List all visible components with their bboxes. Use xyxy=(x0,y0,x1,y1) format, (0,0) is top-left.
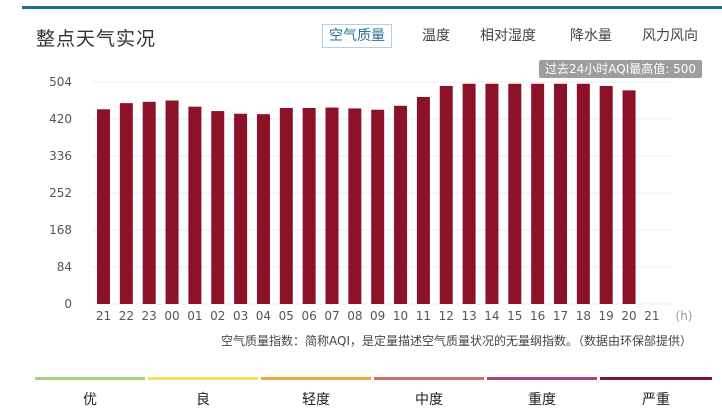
x-tick-label: 23 xyxy=(142,309,157,323)
x-tick-label: 17 xyxy=(553,309,568,323)
legend-label: 良 xyxy=(196,392,210,408)
aqi-bar[interactable] xyxy=(302,107,316,304)
tab-temperature[interactable]: 温度 xyxy=(422,28,450,44)
aqi-bar[interactable] xyxy=(325,107,339,304)
aqi-bar[interactable] xyxy=(142,101,156,304)
x-tick-label: 01 xyxy=(187,309,202,323)
x-tick-label: 08 xyxy=(347,309,362,323)
legend-label: 中度 xyxy=(415,392,443,408)
max-aqi-badge: 过去24小时AQI最高值: 500 xyxy=(538,60,702,78)
x-tick-label: 04 xyxy=(256,309,271,323)
aqi-legend: 优 良 轻度 中度 重度 严重 xyxy=(35,377,712,408)
x-tick-label: 11 xyxy=(416,309,431,323)
legend-item-heavy: 重度 xyxy=(487,377,597,408)
x-tick-label: 05 xyxy=(279,309,294,323)
x-tick-label: 00 xyxy=(164,309,179,323)
page-title: 整点天气实况 xyxy=(36,28,157,50)
y-tick-label: 0 xyxy=(64,297,72,311)
aqi-bar[interactable] xyxy=(416,96,430,304)
legend-item-good: 良 xyxy=(148,377,258,408)
x-tick-label: 14 xyxy=(484,309,499,323)
x-tick-label: 20 xyxy=(621,309,636,323)
legend-swatch xyxy=(35,377,145,380)
aqi-bar[interactable] xyxy=(211,111,225,304)
y-tick-label: 84 xyxy=(57,260,72,274)
aqi-bar[interactable] xyxy=(622,90,636,304)
tab-precipitation[interactable]: 降水量 xyxy=(570,28,612,44)
aqi-bar[interactable] xyxy=(119,103,133,304)
legend-item-severe: 严重 xyxy=(600,377,712,408)
x-tick-label: 12 xyxy=(439,309,454,323)
x-tick-label: 15 xyxy=(507,309,522,323)
x-unit-label: (h) xyxy=(676,309,693,323)
x-tick-label: 09 xyxy=(370,309,385,323)
aqi-bar[interactable] xyxy=(485,83,499,304)
x-tick-label: 16 xyxy=(530,309,545,323)
tab-air-quality[interactable]: 空气质量 xyxy=(322,24,392,48)
tab-relative-humidity[interactable]: 相对湿度 xyxy=(480,28,536,44)
y-tick-label: 336 xyxy=(49,149,72,163)
chart-tabs: 空气质量 温度 相对湿度 降水量 风力风向 xyxy=(322,24,714,48)
x-tick-label: 06 xyxy=(302,309,317,323)
aqi-bar-chart: 0 84 168 252 336 420 504 21 22 23 00 01 02 03 04 05 06 07… xyxy=(49,75,693,323)
legend-item-light: 轻度 xyxy=(261,377,371,408)
legend-swatch xyxy=(600,377,712,380)
legend-label: 严重 xyxy=(642,392,670,408)
legend-label: 优 xyxy=(83,392,97,408)
legend-swatch xyxy=(374,377,484,380)
x-tick-label: 21 xyxy=(96,309,111,323)
x-tick-label: 02 xyxy=(210,309,225,323)
aqi-bar[interactable] xyxy=(279,107,293,304)
legend-swatch xyxy=(487,377,597,380)
aqi-bar[interactable] xyxy=(462,83,476,304)
aqi-bar[interactable] xyxy=(554,83,567,304)
y-tick-label: 504 xyxy=(49,75,72,89)
x-tick-label: 18 xyxy=(576,309,591,323)
aqi-bar[interactable] xyxy=(508,83,522,304)
aqi-bar[interactable] xyxy=(348,108,362,304)
aqi-bar[interactable] xyxy=(439,85,453,304)
x-tick-label: 13 xyxy=(461,309,476,323)
legend-label: 重度 xyxy=(528,392,556,408)
aqi-bar[interactable] xyxy=(256,114,270,305)
aqi-bar[interactable] xyxy=(576,83,590,304)
y-tick-label: 252 xyxy=(49,186,72,200)
legend-item-excellent: 优 xyxy=(35,377,145,408)
x-tick-label: 22 xyxy=(119,309,134,323)
aqi-bar[interactable] xyxy=(234,113,248,304)
y-tick-label: 420 xyxy=(49,112,72,126)
aqi-bar[interactable] xyxy=(394,105,408,305)
legend-swatch xyxy=(261,377,371,380)
aqi-bar[interactable] xyxy=(188,106,202,304)
x-tick-label: 19 xyxy=(599,309,614,323)
legend-label: 轻度 xyxy=(302,392,330,408)
aqi-footnote: 空气质量指数：简称AQI，是定量描述空气质量状况的无量纲指数。（数据由环保部提供… xyxy=(221,334,692,348)
x-tick-label: 10 xyxy=(393,309,408,323)
x-tick-label: 21 xyxy=(644,309,659,323)
aqi-bar[interactable] xyxy=(97,109,110,304)
legend-swatch xyxy=(148,377,258,380)
aqi-bar[interactable] xyxy=(165,100,179,305)
aqi-bar[interactable] xyxy=(371,109,385,304)
aqi-bar[interactable] xyxy=(531,83,545,304)
top-accent-bar xyxy=(22,6,722,9)
tab-wind[interactable]: 风力风向 xyxy=(642,28,698,44)
aqi-bar[interactable] xyxy=(599,85,613,304)
x-tick-label: 07 xyxy=(324,309,339,323)
x-tick-label: 03 xyxy=(233,309,248,323)
y-tick-label: 168 xyxy=(49,223,72,237)
legend-item-moderate: 中度 xyxy=(374,377,484,408)
